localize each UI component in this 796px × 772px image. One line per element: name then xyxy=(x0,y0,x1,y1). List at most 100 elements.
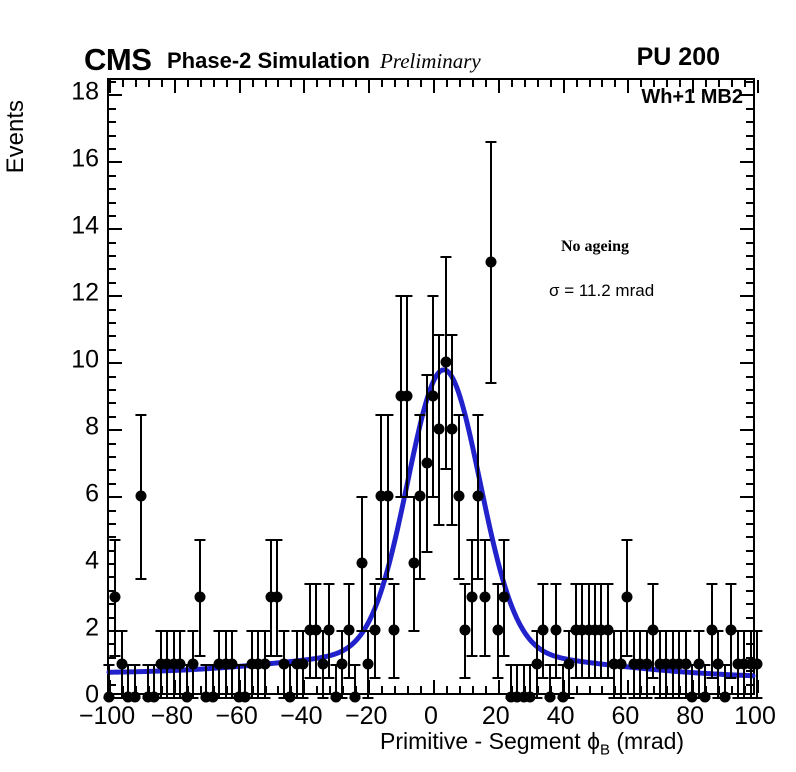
y-tick xyxy=(109,188,116,191)
data-point xyxy=(304,624,316,636)
error-cap-upper xyxy=(628,630,640,633)
error-cap-upper xyxy=(116,630,128,633)
error-cap-upper xyxy=(258,630,270,633)
x-tick-top xyxy=(484,80,487,87)
error-cap-upper xyxy=(751,630,763,633)
data-point xyxy=(349,691,361,703)
y-tick-right xyxy=(746,536,753,539)
x-tick xyxy=(757,680,759,693)
error-cap-upper xyxy=(148,663,160,666)
y-tick xyxy=(109,522,116,525)
error-cap-lower xyxy=(420,551,432,554)
error-cap-lower xyxy=(563,697,575,699)
data-point xyxy=(589,624,601,636)
error-cap-lower xyxy=(135,578,147,581)
y-tick-right xyxy=(740,362,753,365)
error-cap-upper xyxy=(686,663,698,666)
data-point xyxy=(116,658,128,670)
error-cap-upper xyxy=(109,538,121,541)
data-point xyxy=(745,658,757,670)
error-cap-lower xyxy=(576,677,588,680)
error-cap-upper xyxy=(518,663,530,666)
error-cap-upper xyxy=(395,295,407,298)
x-tick-top xyxy=(653,80,656,87)
error-cap-lower xyxy=(213,697,225,699)
x-tick-top xyxy=(718,80,721,87)
error-cap-upper xyxy=(207,663,219,666)
error-cap-lower xyxy=(414,578,426,581)
y-tick xyxy=(109,201,116,204)
error-cap-upper xyxy=(459,582,471,585)
y-tick xyxy=(109,563,116,566)
y-tick xyxy=(109,147,116,150)
x-tick xyxy=(562,680,565,693)
x-tick-top xyxy=(407,80,410,87)
y-tick xyxy=(109,255,116,258)
error-cap-lower xyxy=(297,697,309,699)
error-cap-lower xyxy=(317,697,329,699)
error-cap-upper xyxy=(401,295,413,298)
error-cap-upper xyxy=(310,582,322,585)
x-tick xyxy=(355,686,358,693)
x-tick xyxy=(316,686,319,693)
y-tick-label: 18 xyxy=(71,77,99,106)
y-tick xyxy=(109,348,116,351)
error-bar xyxy=(108,663,110,697)
x-tick-top xyxy=(342,80,345,87)
x-tick-top xyxy=(316,80,319,87)
error-cap-upper xyxy=(103,663,115,666)
y-tick-right xyxy=(740,161,753,164)
error-cap-lower xyxy=(706,677,718,680)
x-tick-top xyxy=(355,80,358,87)
x-tick xyxy=(497,680,500,693)
data-point xyxy=(343,624,355,636)
data-point xyxy=(129,691,141,703)
error-cap-upper xyxy=(699,663,711,666)
data-point xyxy=(628,658,640,670)
y-tick xyxy=(109,576,116,579)
y-tick-label: 12 xyxy=(71,278,99,307)
x-tick xyxy=(536,686,539,693)
data-point xyxy=(621,591,633,603)
x-tick-top xyxy=(679,80,682,87)
y-tick xyxy=(109,174,116,177)
error-cap-upper xyxy=(181,663,193,666)
error-cap-upper xyxy=(667,630,679,633)
x-tick-top xyxy=(290,80,293,87)
x-tick xyxy=(653,686,656,693)
error-bar xyxy=(237,663,240,697)
error-cap-lower xyxy=(310,677,322,680)
error-cap-lower xyxy=(673,697,685,699)
y-tick xyxy=(109,362,122,365)
error-cap-lower xyxy=(589,677,601,680)
error-cap-upper xyxy=(466,538,478,541)
data-point xyxy=(557,691,569,703)
y-tick-right xyxy=(746,389,753,391)
x-tick-top xyxy=(264,80,267,87)
error-cap-lower xyxy=(446,523,458,526)
error-cap-upper xyxy=(245,630,257,633)
x-tick xyxy=(238,680,241,693)
data-point xyxy=(187,658,199,670)
y-tick-right xyxy=(746,268,753,271)
error-cap-lower xyxy=(602,677,614,680)
error-cap-lower xyxy=(388,677,400,680)
data-point xyxy=(414,490,426,502)
error-bar xyxy=(289,663,292,697)
data-point xyxy=(310,624,322,636)
y-tick-label: 10 xyxy=(71,345,99,374)
error-cap-lower xyxy=(660,697,672,699)
x-axis-title: Primitive - Segment ϕB (mrad) xyxy=(380,728,684,759)
data-point xyxy=(498,591,510,603)
x-tick-label: 0 xyxy=(424,702,438,730)
data-point xyxy=(725,624,737,636)
axis-ticks xyxy=(109,80,759,699)
error-cap-lower xyxy=(174,697,186,699)
error-cap-lower xyxy=(161,697,173,699)
data-point xyxy=(660,658,672,670)
data-point xyxy=(291,658,303,670)
y-tick-label: 0 xyxy=(85,680,99,709)
data-point xyxy=(233,691,245,703)
error-cap-lower xyxy=(356,630,368,633)
error-cap-lower xyxy=(226,697,238,699)
